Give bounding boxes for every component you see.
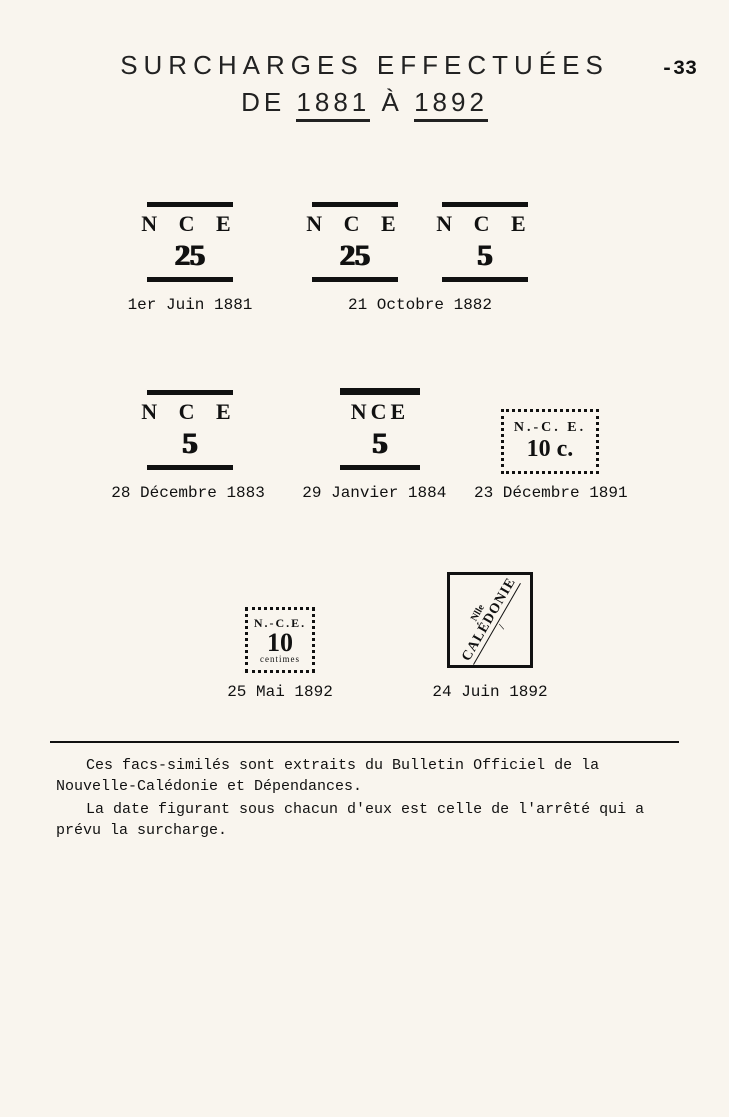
stamp-value: 5 <box>340 427 420 461</box>
stamp-date: 24 Juin 1892 <box>432 683 547 701</box>
stamp-value: 10 <box>254 631 306 654</box>
caption-slot: 1er Juin 1881 <box>90 296 290 314</box>
stamp-value: 10 c. <box>514 436 586 463</box>
stamp-slot: N C E 5 <box>90 386 290 474</box>
stamp-top-bar <box>442 202 528 207</box>
page-title: SURCHARGES EFFECTUÉES DE 1881 À 1892 <box>40 50 689 118</box>
title-year-to: 1892 <box>414 87 488 122</box>
caption-slot: 21 Octobre 1882 <box>290 296 550 314</box>
page-number: -33 <box>661 58 697 81</box>
footnote: Ces facs-similés sont extraits du Bullet… <box>40 755 689 841</box>
stamp-date: 25 Mai 1892 <box>227 683 333 701</box>
stamp-date: 29 Janvier 1884 <box>302 484 446 502</box>
stamp-date: 21 Octobre 1882 <box>348 296 492 314</box>
footnote-p2: La date figurant sous chacun d'eux est c… <box>56 799 673 841</box>
stamp-date: 28 Décembre 1883 <box>111 484 265 502</box>
stamp-text-caledonie: Nlle CALÉDONIE / <box>450 570 531 671</box>
title-word-a: À <box>382 87 403 117</box>
stamp-slot: N.-C. E. 10 c. <box>470 409 630 474</box>
stamp-caledonie-box: Nlle CALÉDONIE / <box>447 572 533 668</box>
stamp-text-nce: NCE <box>340 399 420 425</box>
stamp-top-bar <box>340 388 420 395</box>
title-line1: SURCHARGES EFFECTUÉES <box>40 50 689 81</box>
stamp-nce-25-b: N C E 25 <box>306 198 403 286</box>
stamp-slot: N.-C.E. 10 centimes <box>170 607 390 673</box>
caption-slot: 25 Mai 1892 <box>170 683 390 701</box>
caption-slot: 29 Janvier 1884 <box>286 484 462 502</box>
row1-stamps: N C E 25 N C E 25 N C E 5 <box>90 198 639 286</box>
stamp-top-bar <box>147 202 233 207</box>
footnote-separator <box>50 741 679 743</box>
stamp-text-nce: N.-C. E. <box>514 420 586 436</box>
stamp-text-nce: N C E <box>436 211 533 237</box>
row3-captions: 25 Mai 1892 24 Juin 1892 <box>170 683 639 701</box>
stamp-date: 23 Décembre 1891 <box>474 484 628 502</box>
caption-slot: 24 Juin 1892 <box>390 683 590 701</box>
caption-slot: 28 Décembre 1883 <box>90 484 286 502</box>
stamp-date: 1er Juin 1881 <box>128 296 253 314</box>
stamp-slot: Nlle CALÉDONIE / <box>390 572 590 673</box>
row3-stamps: N.-C.E. 10 centimes Nlle CALÉDONIE / <box>170 572 639 673</box>
stamp-bottom-bar <box>147 277 233 282</box>
stamp-value: 5 <box>436 239 533 273</box>
stamp-text-nce: N C E <box>306 211 403 237</box>
stamp-nce-5-c: NCE 5 <box>340 384 420 474</box>
stamp-nce-25-a: N C E 25 <box>141 198 238 286</box>
stamp-value: 25 <box>141 239 238 273</box>
stamp-value: 25 <box>306 239 403 273</box>
stamp-text-nce: N C E <box>141 399 238 425</box>
stamp-top-bar <box>147 390 233 395</box>
stamp-value: 5 <box>141 427 238 461</box>
stamp-top-bar <box>312 202 398 207</box>
stamp-ornate-10-centimes: N.-C.E. 10 centimes <box>245 607 315 673</box>
stamp-ornate-10c: N.-C. E. 10 c. <box>501 409 599 474</box>
stamp-bottom-bar <box>312 277 398 282</box>
stamp-nce-5-b: N C E 5 <box>141 386 238 474</box>
stamp-slot: N C E 25 <box>290 198 420 286</box>
stamp-bottom-bar <box>442 277 528 282</box>
title-word-de: DE <box>241 87 285 117</box>
stamp-value-unit: centimes <box>254 654 306 664</box>
page: -33 SURCHARGES EFFECTUÉES DE 1881 À 1892… <box>0 0 729 1117</box>
title-year-from: 1881 <box>296 87 370 122</box>
title-line2: DE 1881 À 1892 <box>40 87 689 118</box>
stamp-nce-5-a: N C E 5 <box>436 198 533 286</box>
stamp-bottom-bar <box>147 465 233 470</box>
stamp-slot: N C E 5 <box>420 198 550 286</box>
stamps-grid: N C E 25 N C E 25 N C E 5 <box>90 198 639 701</box>
row2-stamps: N C E 5 NCE 5 N.-C. E. 10 c. <box>90 384 639 474</box>
row1-captions: 1er Juin 1881 21 Octobre 1882 <box>90 296 639 314</box>
stamp-text-nce: N C E <box>141 211 238 237</box>
row2-captions: 28 Décembre 1883 29 Janvier 1884 23 Déce… <box>90 484 639 502</box>
stamp-slot: N C E 25 <box>90 198 290 286</box>
caption-slot: 23 Décembre 1891 <box>463 484 639 502</box>
footnote-p1: Ces facs-similés sont extraits du Bullet… <box>56 755 673 797</box>
stamp-slot: NCE 5 <box>290 384 470 474</box>
stamp-bottom-bar <box>340 465 420 470</box>
